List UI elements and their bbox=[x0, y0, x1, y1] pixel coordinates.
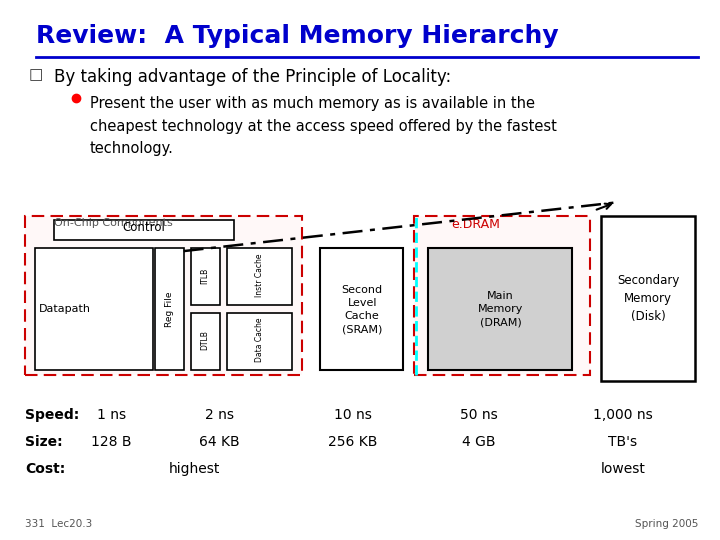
Text: By taking advantage of the Principle of Locality:: By taking advantage of the Principle of … bbox=[54, 68, 451, 85]
Text: highest: highest bbox=[168, 462, 220, 476]
Bar bbox=[601, 216, 695, 381]
Text: 331  Lec20.3: 331 Lec20.3 bbox=[25, 519, 92, 529]
Text: 64 KB: 64 KB bbox=[199, 435, 240, 449]
Bar bbox=[428, 248, 572, 370]
Text: 4 GB: 4 GB bbox=[462, 435, 495, 449]
Text: ITLB: ITLB bbox=[201, 267, 210, 284]
Text: Datapath: Datapath bbox=[39, 305, 91, 314]
Text: cheapest technology at the access speed offered by the fastest: cheapest technology at the access speed … bbox=[90, 119, 557, 134]
Text: Present the user with as much memory as is available in the: Present the user with as much memory as … bbox=[90, 96, 535, 111]
Text: Instr Cache: Instr Cache bbox=[255, 254, 264, 297]
Bar bbox=[35, 248, 153, 370]
Text: 1 ns: 1 ns bbox=[97, 408, 126, 422]
Bar bbox=[320, 248, 403, 370]
Bar bbox=[227, 313, 292, 370]
Bar bbox=[191, 248, 220, 305]
Text: Control: Control bbox=[122, 220, 166, 234]
Text: 50 ns: 50 ns bbox=[460, 408, 498, 422]
Bar bbox=[414, 216, 590, 375]
Bar bbox=[54, 220, 234, 240]
Text: Main
Memory
(DRAM): Main Memory (DRAM) bbox=[477, 291, 523, 328]
Text: 256 KB: 256 KB bbox=[328, 435, 377, 449]
Bar bbox=[155, 248, 184, 370]
Text: Size:: Size: bbox=[25, 435, 63, 449]
Text: 1,000 ns: 1,000 ns bbox=[593, 408, 652, 422]
Text: technology.: technology. bbox=[90, 141, 174, 157]
Text: □: □ bbox=[29, 68, 43, 83]
Text: 2 ns: 2 ns bbox=[205, 408, 234, 422]
Text: 128 B: 128 B bbox=[91, 435, 132, 449]
Text: lowest: lowest bbox=[600, 462, 645, 476]
Text: Data Cache: Data Cache bbox=[255, 318, 264, 362]
Bar bbox=[25, 216, 302, 375]
Text: 10 ns: 10 ns bbox=[334, 408, 372, 422]
Text: Speed:: Speed: bbox=[25, 408, 79, 422]
Text: Reg File: Reg File bbox=[165, 292, 174, 327]
Text: Review:  A Typical Memory Hierarchy: Review: A Typical Memory Hierarchy bbox=[36, 24, 559, 48]
Bar bbox=[227, 248, 292, 305]
Text: Secondary
Memory
(Disk): Secondary Memory (Disk) bbox=[617, 274, 679, 323]
Text: e.DRAM: e.DRAM bbox=[451, 218, 500, 231]
Text: Second
Level
Cache
(SRAM): Second Level Cache (SRAM) bbox=[341, 285, 383, 334]
Bar bbox=[191, 313, 220, 370]
Text: Spring 2005: Spring 2005 bbox=[635, 519, 698, 529]
Text: On-Chip Components: On-Chip Components bbox=[54, 218, 173, 228]
Text: TB's: TB's bbox=[608, 435, 637, 449]
Text: Cost:: Cost: bbox=[25, 462, 66, 476]
Text: DTLB: DTLB bbox=[201, 330, 210, 350]
